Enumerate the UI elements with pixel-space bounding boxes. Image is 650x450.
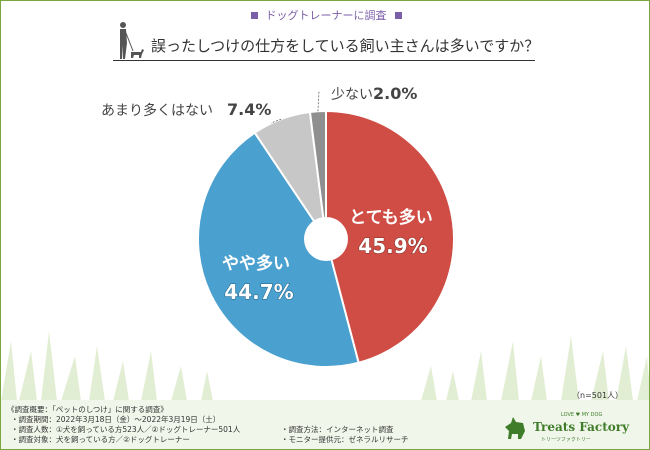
leader-few xyxy=(317,90,320,112)
pie-chart: とても多い 45.9% やや多い 44.7% あまり多くはない 7.4% 少ない 2.0% xyxy=(101,84,455,368)
slice-very-many xyxy=(325,109,455,364)
label-not-so-many: あまり多くはない xyxy=(101,102,213,119)
grass-decoration xyxy=(1,331,649,401)
square-icon xyxy=(394,11,402,19)
brand-tagline: LOVE ♥ MY DOG xyxy=(561,412,603,418)
brand-kana: トリーツファクトリー xyxy=(541,437,591,443)
footer-monitor: ・モニター提供元：ゼネラルリサーチ xyxy=(281,435,409,444)
label-few: 少ない xyxy=(331,87,373,103)
value-somewhat-many: 44.7% xyxy=(224,280,293,304)
donut-hole xyxy=(304,217,348,261)
title-underline xyxy=(113,60,535,61)
survey-subtitle: ドッグトレーナーに調査 xyxy=(1,7,649,23)
footer-method: ・調査方法：インターネット調査 xyxy=(281,425,394,434)
footer-count: ・調査人数：①犬を飼っている方523人／②ドッグトレーナー501人 xyxy=(11,425,241,434)
label-very-many: とても多い xyxy=(349,207,433,228)
subtitle-text: ドッグトレーナーに調査 xyxy=(265,9,387,22)
dog-walker-icon xyxy=(120,22,144,59)
label-somewhat-many: やや多い xyxy=(222,253,290,274)
sample-size-note: （n=501人） xyxy=(572,391,624,400)
footer-target: ・調査対象：犬を飼っている方／②ドッグトレーナー xyxy=(11,435,190,444)
survey-footer: 《調査概要：「ペットのしつけ」に関する調査》 ・調査期間：2022年3月18日（… xyxy=(1,400,649,449)
square-icon xyxy=(250,11,258,19)
header: ドッグトレーナーに調査 xyxy=(1,7,649,23)
footer-heading: 《調査概要：「ペットのしつけ」に関する調査》 xyxy=(7,405,168,414)
slice-somewhat-many xyxy=(197,131,360,368)
dog-logo-icon xyxy=(505,417,525,439)
footer-period: ・調査期間：2022年3月18日（金）～2022年3月19日（土） xyxy=(11,415,221,424)
value-few: 2.0% xyxy=(373,84,417,103)
value-very-many: 45.9% xyxy=(358,234,427,258)
leader-not-so-many xyxy=(270,118,282,124)
chart-title: 誤ったしつけの仕方をしている飼い主さんは多いですか？ xyxy=(151,37,540,55)
value-not-so-many: 7.4% xyxy=(227,100,271,119)
brand-name: Treats Factory xyxy=(533,420,630,434)
brand-logo: LOVE ♥ MY DOG Treats Factory トリーツファクトリー xyxy=(501,411,641,445)
